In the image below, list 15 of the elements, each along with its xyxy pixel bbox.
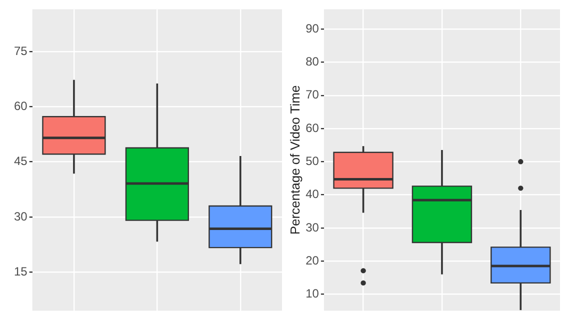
y-tick-label: 20 [306, 253, 320, 268]
y-tick-label: 30 [306, 220, 320, 234]
y-axis-title: Percentage of Video Time [287, 85, 302, 235]
y-tick-label: 40 [306, 187, 320, 202]
y-tick-label: 30 [14, 209, 28, 224]
y-tick-label: 90 [306, 21, 320, 36]
y-tick-label: 10 [306, 286, 320, 301]
y-tick-label: 60 [306, 120, 320, 135]
y-tick-label: 50 [306, 154, 320, 168]
y-tick-label: 75 [14, 44, 28, 58]
y-tick-label: 60 [14, 98, 28, 113]
y-tick-label: 70 [306, 88, 320, 102]
y-tick-label: 80 [306, 54, 320, 69]
y-tick-label: 45 [14, 154, 28, 168]
y-tick-label: 15 [14, 264, 28, 278]
